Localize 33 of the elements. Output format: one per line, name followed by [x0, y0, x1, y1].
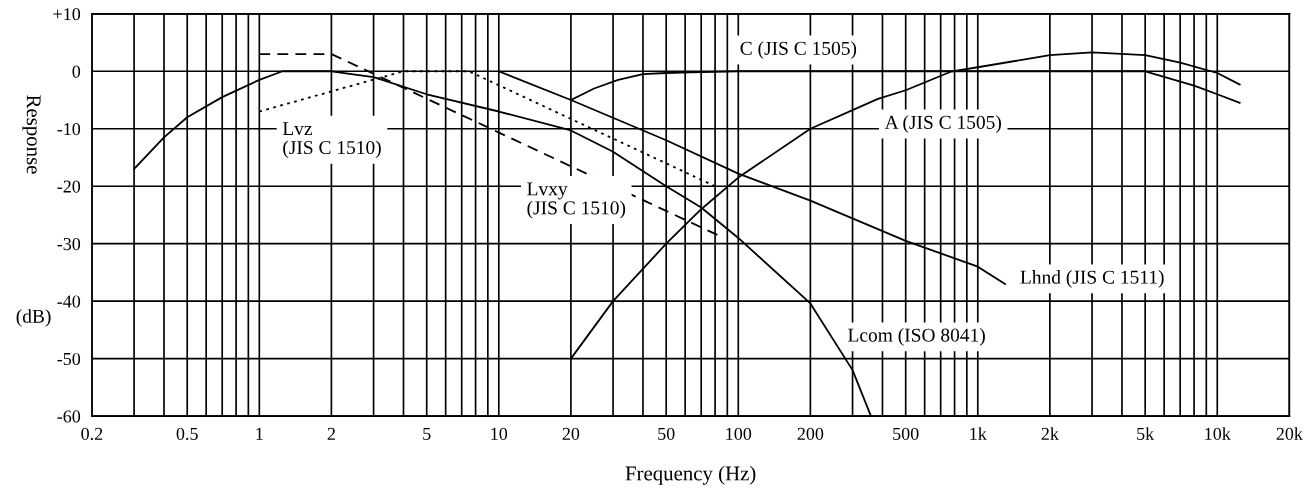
series-label: Lvz (JIS C 1510)	[282, 122, 381, 159]
y-axis-title: Response	[22, 95, 41, 174]
y-tick-label: -20	[57, 180, 81, 193]
x-tick-label: 5	[423, 427, 431, 440]
x-tick-label: 0.5	[176, 427, 198, 440]
y-tick-label: +10	[53, 8, 81, 21]
series-label: C (JIS C 1505)	[740, 41, 857, 59]
x-tick-label: 100	[726, 427, 752, 440]
x-tick-label: 200	[797, 427, 824, 440]
y-tick-label: 0	[72, 65, 81, 78]
series-label: Lcom (ISO 8041)	[848, 328, 985, 346]
x-axis-title: Frequency (Hz)	[625, 465, 756, 485]
x-tick-label: 5k	[1137, 427, 1155, 440]
text: (dB)	[16, 309, 51, 327]
y-tick-label: -60	[57, 410, 81, 423]
x-tick-label: 20k	[1276, 427, 1303, 440]
x-tick-label: 10	[491, 427, 508, 440]
x-tick-label: 1k	[970, 427, 987, 440]
x-tick-label: 2	[327, 427, 335, 440]
x-tick-label: 10k	[1205, 427, 1231, 440]
x-tick-label: 20	[562, 427, 580, 440]
x-tick-label: 50	[658, 427, 675, 440]
series-label: Lhnd (JIS C 1511)	[1020, 270, 1164, 288]
y-tick-label: -50	[57, 352, 81, 366]
series-label: A (JIS C 1505)	[884, 115, 1001, 133]
x-tick-label: 500	[893, 427, 919, 440]
y-tick-label: -40	[57, 295, 81, 308]
y-tick-label: -30	[57, 237, 81, 251]
series-label: Lvxy (JIS C 1510)	[527, 182, 626, 219]
y-tick-label: -10	[57, 123, 81, 136]
x-tick-label: 2k	[1041, 427, 1059, 440]
x-tick-label: 0.2	[81, 427, 103, 440]
x-tick-label: 1	[256, 427, 263, 440]
